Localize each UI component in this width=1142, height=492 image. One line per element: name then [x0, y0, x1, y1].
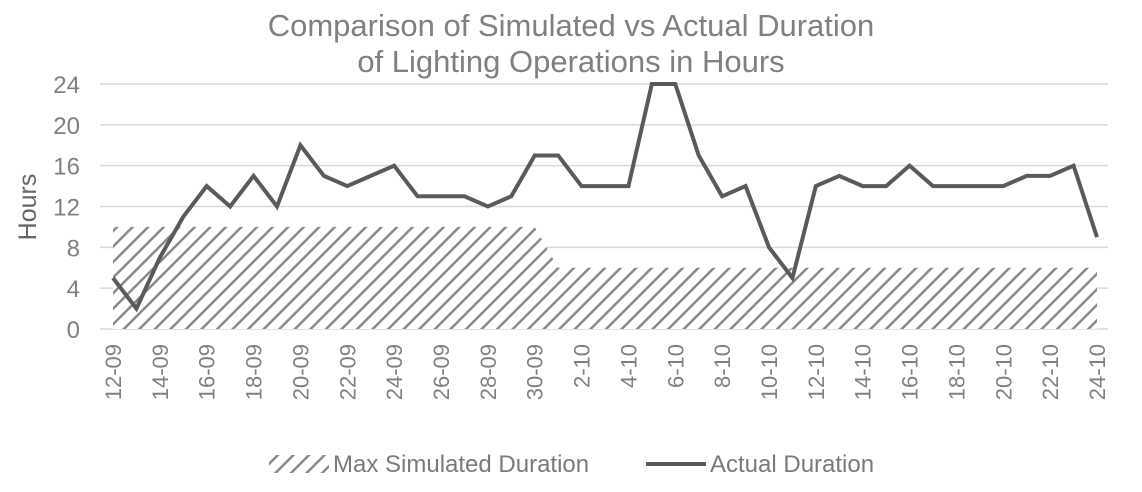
x-tick-label: 30-09 [523, 344, 548, 400]
x-tick-label: 18-10 [944, 344, 969, 400]
legend-label-max-simulated: Max Simulated Duration [333, 451, 589, 478]
x-tick-label: 2-10 [570, 344, 595, 388]
x-tick-label: 22-09 [335, 344, 360, 400]
x-tick-label: 6-10 [663, 344, 688, 388]
x-tick-label: 10-10 [757, 344, 782, 400]
y-axis-label: Hours [14, 174, 42, 241]
x-tick-label: 14-09 [148, 344, 173, 400]
x-tick-label: 26-09 [429, 344, 454, 400]
y-tick-label: 4 [67, 276, 80, 303]
series-max-simulated-area [113, 226, 1097, 329]
y-tick-label: 20 [53, 113, 80, 140]
x-tick-label: 16-10 [898, 344, 923, 400]
x-tick-label: 20-10 [991, 344, 1016, 400]
chart-title-line-1: Comparison of Simulated vs Actual Durati… [267, 8, 875, 43]
x-tick-label: 8-10 [710, 344, 735, 388]
x-tick-label: 12-09 [101, 344, 126, 400]
legend-swatch-max-simulated [269, 455, 329, 473]
y-tick-label: 8 [67, 235, 80, 262]
x-tick-label: 12-10 [804, 344, 829, 400]
x-tick-label: 22-10 [1038, 344, 1063, 400]
y-tick-label: 12 [53, 195, 80, 222]
x-tick-label: 18-09 [242, 344, 267, 400]
y-tick-label: 0 [67, 317, 80, 344]
x-tick-label: 24-09 [382, 344, 407, 400]
x-tick-label: 20-09 [288, 344, 313, 400]
x-tick-label: 28-09 [476, 344, 501, 400]
chart-title-line-2: of Lighting Operations in Hours [357, 44, 785, 79]
x-tick-label: 4-10 [616, 344, 641, 388]
x-tick-label: 16-09 [195, 344, 220, 400]
x-tick-label: 24-10 [1085, 344, 1110, 400]
y-tick-label: 16 [53, 154, 80, 181]
y-tick-label: 24 [53, 72, 80, 99]
x-tick-label: 14-10 [851, 344, 876, 400]
legend-label-actual: Actual Duration [710, 451, 874, 478]
